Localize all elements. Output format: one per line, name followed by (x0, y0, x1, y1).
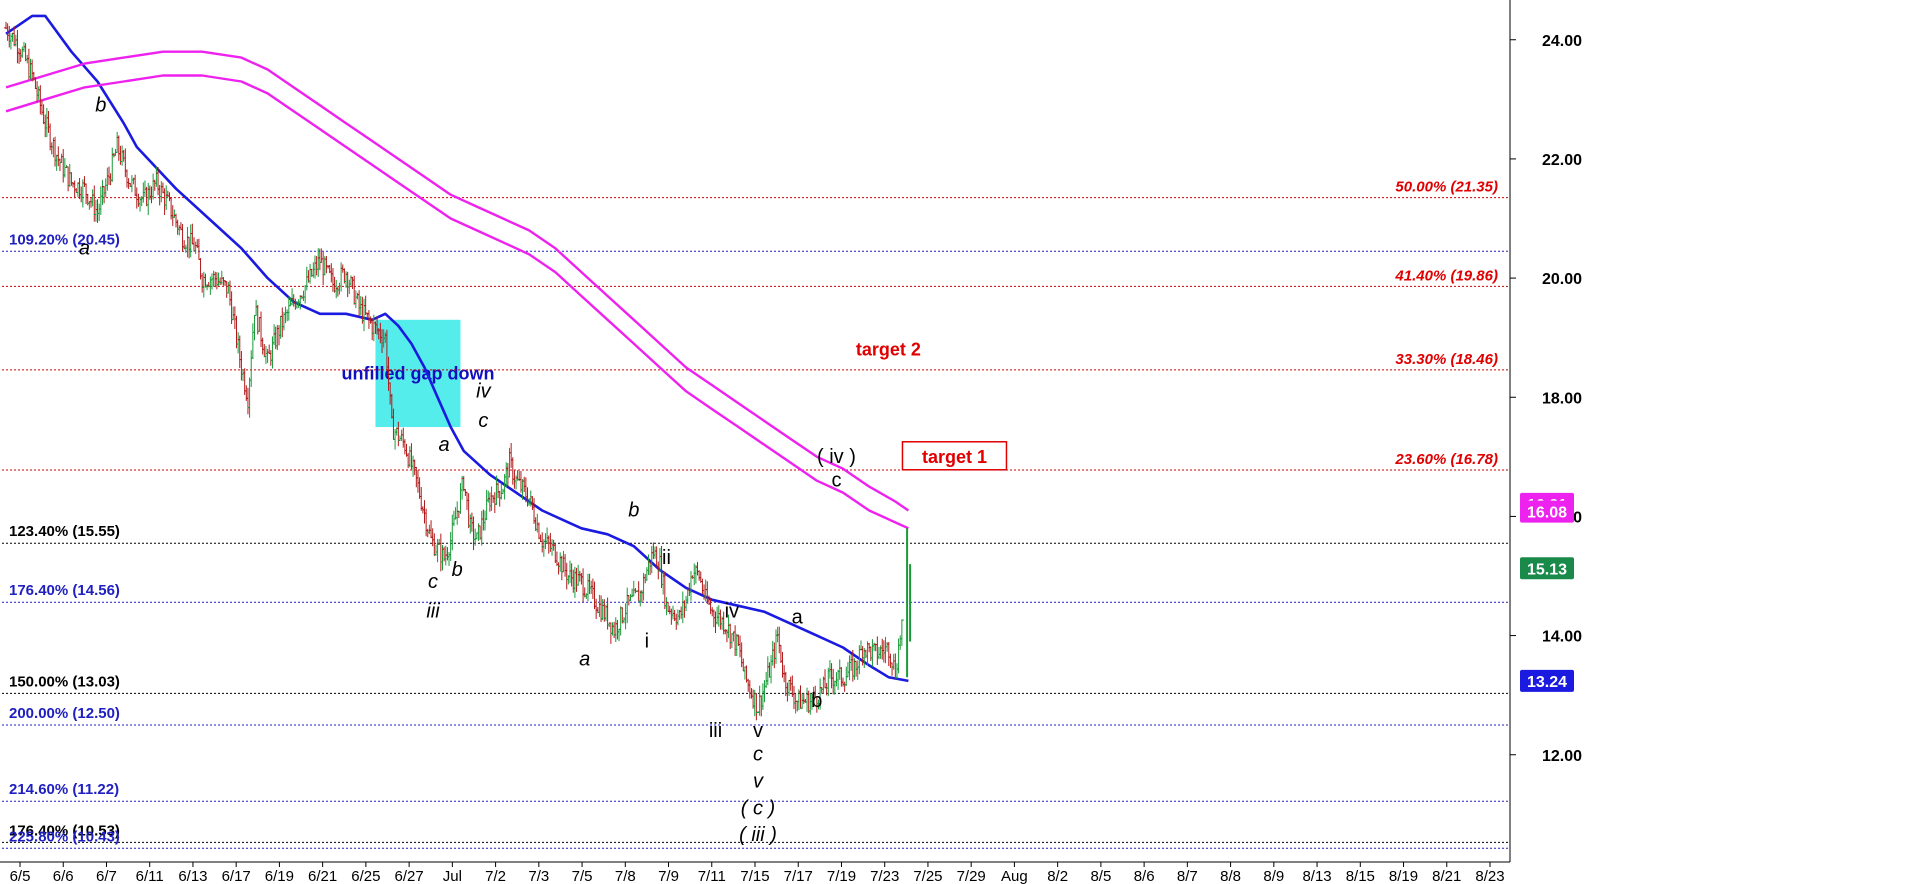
price-badge-1 (1520, 500, 1574, 523)
wave-label-3: c (478, 410, 488, 432)
wave-label-19: a (792, 607, 804, 629)
fib-label-11: 225.80% (10.43) (9, 828, 120, 845)
x-tick-label-16: 7/11 (698, 868, 726, 884)
x-tick-label-9: 6/27 (395, 868, 424, 884)
target-box-1 (901, 441, 1008, 471)
x-tick-label-23: Aug (1001, 868, 1028, 884)
fib-label-7: 150.00% (13.03) (9, 673, 120, 690)
x-tick-label-7: 6/21 (308, 868, 337, 884)
x-tick-label-2: 6/7 (96, 868, 117, 884)
x-tick-label-18: 7/17 (784, 868, 813, 884)
x-tick-label-22: 7/29 (957, 868, 986, 884)
y-tick-label-0: 12.00 (1542, 748, 1582, 765)
x-tick-label-27: 8/7 (1177, 868, 1198, 884)
x-tick-label-21: 7/25 (913, 868, 942, 884)
y-tick-label-5: 22.00 (1542, 152, 1582, 169)
wave-label-8: b (628, 499, 639, 521)
fib-label-1: 109.20% (20.45) (9, 231, 120, 248)
target-label-1: target 1 (922, 447, 987, 467)
wave-label-11: i (645, 631, 649, 653)
wave-label-5: c (428, 571, 438, 593)
series-line-2 (5, 74, 909, 530)
wave-label-7: b (452, 559, 463, 581)
price-bars-layer (4, 21, 912, 721)
wave-label-15: c (753, 744, 763, 766)
wave-label-9: a (579, 648, 590, 670)
x-tick-label-33: 8/21 (1432, 868, 1461, 884)
y-tick-label-6: 24.00 (1542, 33, 1582, 50)
x-tick-label-11: 7/2 (485, 868, 506, 884)
x-tick-label-0: 6/5 (10, 868, 31, 884)
x-tick-label-15: 7/9 (658, 868, 679, 884)
fib-label-0: 50.00% (21.35) (1395, 179, 1498, 196)
wave-label-21: ( iv ) (817, 446, 856, 468)
price-badge-label-1: 16.08 (1527, 505, 1567, 522)
wave-label-1: a (79, 237, 90, 259)
fib-label-4: 23.60% (16.78) (1394, 451, 1498, 468)
x-tick-label-24: 8/2 (1047, 868, 1068, 884)
wave-label-18: ( iii ) (739, 824, 777, 846)
wave-label-17: ( c ) (741, 797, 775, 819)
price-badge-label-3: 13.24 (1527, 674, 1567, 691)
gap-box-label: unfilled gap down (341, 363, 494, 383)
x-tick-label-20: 7/23 (870, 868, 899, 884)
wave-label-12: iv (725, 601, 739, 623)
x-tick-label-13: 7/5 (572, 868, 593, 884)
wave-label-6: iii (426, 601, 440, 623)
x-tick-label-8: 6/25 (351, 868, 380, 884)
wave-label-0: b (95, 94, 106, 116)
x-tick-label-26: 8/6 (1134, 868, 1155, 884)
x-tick-label-34: 8/23 (1475, 868, 1504, 884)
price-badge-label-2: 15.13 (1527, 561, 1567, 578)
wave-label-10: ii (662, 547, 671, 569)
x-tick-label-32: 8/19 (1389, 868, 1418, 884)
fib-label-5: 123.40% (15.55) (9, 523, 120, 540)
x-tick-label-1: 6/6 (53, 868, 74, 884)
x-tick-label-25: 8/5 (1090, 868, 1111, 884)
price-badge-3 (1520, 669, 1574, 692)
fib-label-2: 41.40% (19.86) (1394, 267, 1498, 284)
gap-box-layer: unfilled gap down (341, 319, 494, 428)
x-tick-label-31: 8/15 (1346, 868, 1375, 884)
wave-label-14: v (753, 720, 763, 742)
series-line-1 (5, 50, 910, 512)
fib-label-6: 176.40% (14.56) (9, 582, 120, 599)
fib-label-8: 200.00% (12.50) (9, 705, 120, 722)
fib-label-3: 33.30% (18.46) (1395, 351, 1498, 368)
x-tick-label-12: 7/3 (528, 868, 549, 884)
x-tick-label-29: 8/9 (1263, 868, 1284, 884)
fibonacci-lines-layer: 50.00% (21.35) 109.20% (20.45) 41.40% (19.… (2, 179, 1510, 849)
wave-label-2: iv (476, 380, 491, 402)
y-tick-label-3: 18.00 (1542, 390, 1582, 407)
x-tick-label-17: 7/15 (740, 868, 769, 884)
target-label-0: target 2 (856, 340, 921, 360)
x-tick-label-5: 6/17 (222, 868, 251, 884)
x-tick-label-19: 7/19 (827, 868, 856, 884)
fib-label-9: 214.60% (11.22) (9, 781, 119, 798)
wave-label-4: a (439, 434, 450, 456)
gap-box (375, 319, 461, 428)
x-tick-label-28: 8/8 (1220, 868, 1241, 884)
wave-label-20: b (811, 690, 822, 712)
y-tick-label-1: 14.00 (1542, 629, 1582, 646)
wave-label-13: iii (709, 720, 722, 742)
price-badge-2 (1520, 557, 1574, 580)
x-tick-label-10: Jul (443, 868, 462, 884)
x-tick-label-30: 8/13 (1302, 868, 1331, 884)
y-tick-label-4: 20.00 (1542, 271, 1582, 288)
axes-layer: 12.0014.0016.0018.0020.0022.0024.0016.21… (0, 0, 1582, 884)
x-tick-label-6: 6/19 (265, 868, 294, 884)
x-tick-label-3: 6/11 (136, 868, 164, 884)
wave-label-16: v (753, 771, 764, 793)
x-tick-label-4: 6/13 (178, 868, 207, 884)
x-tick-label-14: 7/8 (615, 868, 636, 884)
fib-label-10: 176.40% (10.53) (9, 822, 120, 839)
wave-label-22: c (831, 470, 841, 492)
